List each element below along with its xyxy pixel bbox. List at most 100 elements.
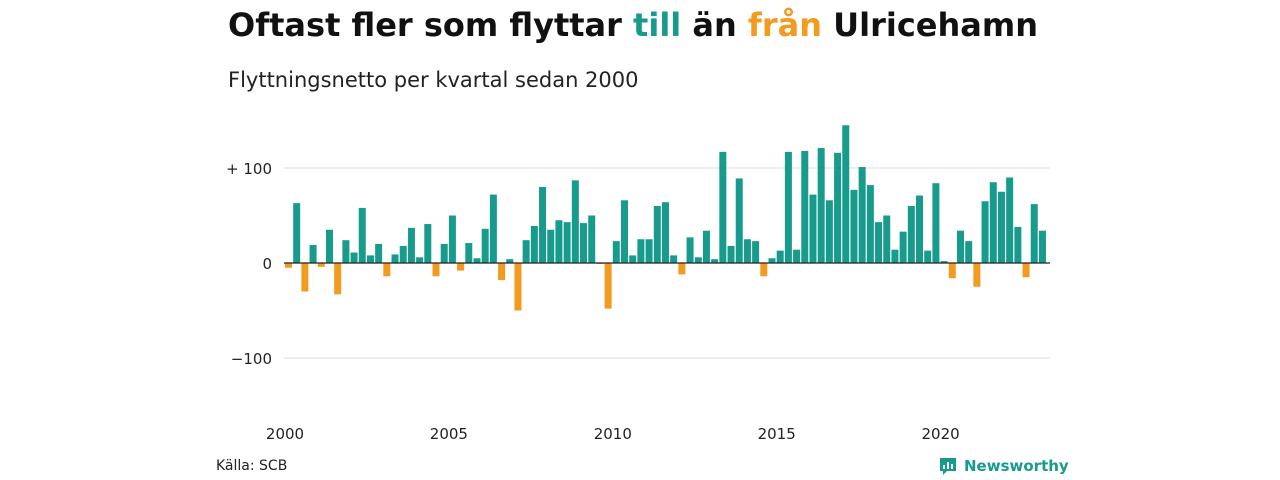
brand-logo[interactable]: Newsworthy [938, 456, 1069, 476]
bar [342, 240, 350, 263]
bar [932, 183, 940, 263]
axis-layer: + 100 0 −100 2000 2005 2010 2015 2020 [226, 160, 1050, 443]
bar [661, 202, 669, 263]
chart-title: Oftast fler som flyttar till än från Ulr… [228, 6, 1038, 44]
bar [973, 263, 981, 287]
bar [522, 240, 530, 263]
y-tick-label: 0 [262, 255, 272, 273]
bar [842, 125, 850, 263]
bar [498, 263, 506, 281]
bar [965, 241, 973, 263]
bar [407, 227, 415, 263]
bar [653, 206, 661, 263]
bar [563, 222, 571, 263]
y-tick-label: −100 [231, 350, 272, 368]
title-negative-word: från [747, 6, 822, 44]
bar [350, 252, 358, 263]
bar [686, 237, 694, 263]
bar [612, 241, 620, 263]
bar [604, 263, 612, 309]
bar [817, 148, 825, 263]
bar [555, 220, 563, 263]
bar [801, 150, 809, 263]
bar [391, 254, 399, 263]
bar [760, 263, 768, 277]
bar [784, 151, 792, 263]
bar [924, 250, 932, 263]
bar [465, 243, 473, 263]
bar [735, 178, 743, 263]
bar [301, 263, 309, 292]
bar [719, 151, 727, 263]
bar [1038, 230, 1046, 263]
bar [506, 259, 514, 263]
bar [424, 224, 432, 263]
bar [416, 257, 424, 263]
bar [989, 182, 997, 263]
bar [334, 263, 342, 295]
y-tick-label: + 100 [226, 160, 272, 178]
bar [875, 222, 883, 263]
bar [448, 215, 456, 263]
bar [768, 258, 776, 263]
bar [916, 195, 924, 263]
bar [834, 152, 842, 263]
bar [940, 261, 948, 263]
bar [440, 244, 448, 263]
bar [530, 225, 538, 263]
title-positive-word: till [633, 6, 682, 44]
bar [375, 244, 383, 263]
bar [432, 263, 440, 277]
bar [399, 245, 407, 263]
bar [285, 263, 292, 268]
bar [743, 239, 751, 263]
bar [981, 201, 989, 263]
bar [891, 249, 899, 263]
bar [956, 230, 964, 263]
bar [309, 244, 317, 263]
title-middle: än [681, 6, 748, 44]
x-tick-label: 2015 [758, 425, 796, 443]
bar [547, 229, 555, 263]
bar [325, 229, 333, 263]
bar [907, 206, 915, 263]
bar [793, 249, 801, 263]
bar [481, 228, 489, 263]
bar [670, 255, 678, 263]
grid-layer [284, 167, 1050, 359]
bar [539, 187, 547, 263]
bar [645, 239, 653, 263]
bar [776, 250, 784, 263]
newsworthy-logo-icon [940, 458, 956, 475]
bar [948, 263, 956, 279]
x-tick-label: 2020 [922, 425, 960, 443]
bar [866, 185, 874, 263]
bar [825, 200, 833, 263]
bar [809, 194, 817, 263]
source-label: Källa: SCB [216, 458, 288, 474]
x-tick-label: 2000 [266, 425, 304, 443]
bar [711, 259, 719, 263]
bar [1006, 177, 1014, 263]
bar [727, 245, 735, 263]
bar [621, 200, 628, 263]
bar [899, 231, 907, 263]
bar [858, 167, 866, 263]
bar [514, 263, 522, 311]
bar [1030, 204, 1038, 263]
bar [678, 263, 686, 275]
bar [366, 255, 374, 263]
bar [571, 180, 579, 263]
bar [473, 258, 481, 263]
title-prefix: Oftast fler som flyttar [228, 6, 634, 44]
bar [629, 255, 637, 263]
x-tick-label: 2010 [594, 425, 632, 443]
bar [702, 230, 710, 263]
bar [997, 191, 1005, 263]
bar [358, 207, 366, 263]
bar [1014, 226, 1022, 263]
bar [457, 263, 465, 271]
bar [850, 189, 858, 263]
chart-subtitle: Flyttningsnetto per kvartal sedan 2000 [228, 68, 639, 92]
bar [293, 203, 301, 263]
